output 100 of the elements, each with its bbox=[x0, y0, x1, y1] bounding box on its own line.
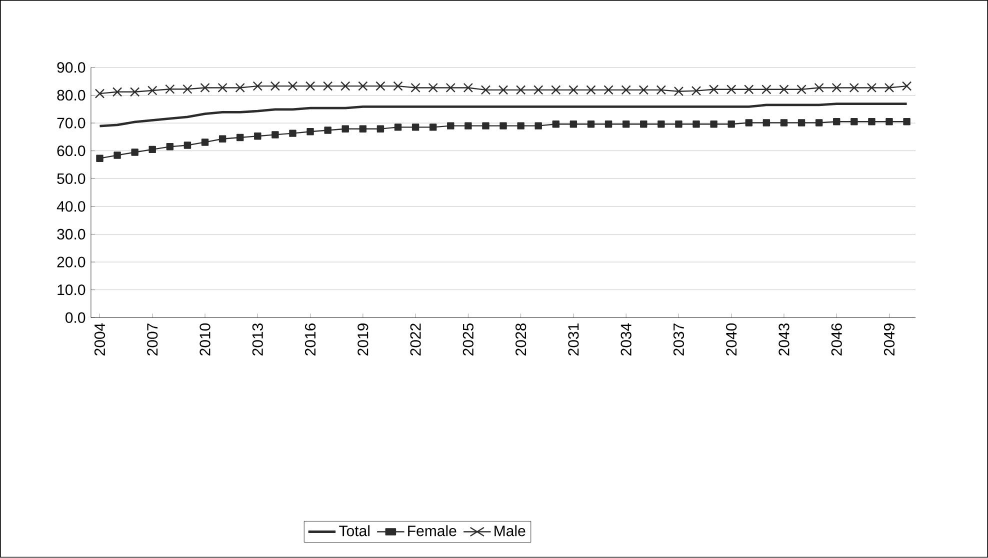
point bbox=[903, 118, 910, 126]
point bbox=[358, 81, 368, 92]
x-tick-label: 2043 bbox=[778, 324, 790, 356]
point bbox=[464, 122, 472, 130]
point bbox=[114, 152, 121, 160]
point bbox=[218, 135, 226, 143]
point bbox=[586, 85, 596, 95]
point bbox=[112, 87, 122, 97]
point bbox=[166, 143, 174, 150]
y-tick-label: 10.0 bbox=[58, 284, 86, 296]
point bbox=[410, 83, 420, 93]
point bbox=[235, 83, 245, 93]
x-tick-label: 2034 bbox=[620, 323, 632, 356]
point bbox=[340, 81, 350, 92]
point bbox=[500, 122, 507, 130]
point bbox=[516, 85, 526, 95]
point bbox=[447, 122, 454, 130]
point bbox=[288, 81, 298, 92]
point bbox=[656, 85, 666, 95]
point bbox=[675, 120, 682, 128]
y-tick-label: 20.0 bbox=[57, 256, 86, 268]
point bbox=[815, 119, 823, 127]
point bbox=[517, 122, 524, 130]
point bbox=[148, 86, 158, 96]
point bbox=[604, 85, 614, 95]
point bbox=[534, 85, 544, 95]
point bbox=[886, 118, 893, 126]
x-tick-label: 2037 bbox=[673, 324, 684, 356]
point bbox=[96, 154, 104, 162]
point bbox=[638, 85, 648, 95]
x-tick-label: 2013 bbox=[252, 324, 263, 356]
y-tick-label: 30.0 bbox=[57, 229, 86, 240]
x-tick-label: 2004 bbox=[94, 323, 106, 356]
point bbox=[412, 124, 420, 131]
point bbox=[621, 85, 631, 95]
point bbox=[182, 84, 192, 94]
x-tick-label: 2046 bbox=[831, 324, 842, 356]
point bbox=[866, 83, 877, 93]
x-tick-label: 2007 bbox=[147, 324, 158, 356]
x-tick-label: 2025 bbox=[462, 324, 474, 356]
point bbox=[131, 148, 138, 156]
x-tick-label: 2040 bbox=[726, 324, 737, 356]
point bbox=[376, 81, 386, 92]
x-tick-label: 2019 bbox=[358, 324, 368, 356]
point bbox=[762, 119, 770, 127]
y-tick-label: 60.0 bbox=[57, 146, 86, 156]
point bbox=[130, 87, 140, 97]
point bbox=[568, 85, 578, 95]
point bbox=[868, 118, 876, 126]
point bbox=[322, 81, 333, 92]
point bbox=[305, 81, 316, 92]
point bbox=[780, 119, 788, 127]
point bbox=[622, 120, 630, 128]
point bbox=[482, 122, 490, 130]
point bbox=[691, 86, 702, 96]
point bbox=[658, 120, 665, 128]
point bbox=[551, 85, 561, 95]
y-tick-label: 0.0 bbox=[65, 312, 86, 324]
point bbox=[201, 138, 209, 146]
point bbox=[728, 120, 735, 128]
y-tick-label: 90.0 bbox=[57, 62, 86, 73]
point bbox=[640, 120, 648, 128]
point bbox=[376, 125, 384, 133]
x-tick-label: 2016 bbox=[304, 324, 316, 356]
x-tick-label: 2028 bbox=[516, 324, 526, 356]
point bbox=[148, 146, 156, 154]
point bbox=[252, 81, 262, 92]
point bbox=[832, 83, 842, 93]
point bbox=[165, 84, 175, 94]
point bbox=[218, 83, 228, 93]
point bbox=[498, 85, 508, 95]
legend-label: Female bbox=[408, 525, 456, 536]
point bbox=[833, 118, 840, 126]
point bbox=[674, 86, 684, 96]
point bbox=[850, 118, 858, 126]
point bbox=[324, 126, 332, 134]
point bbox=[814, 83, 824, 93]
point bbox=[236, 134, 244, 142]
point bbox=[726, 84, 736, 94]
point bbox=[393, 81, 403, 92]
point bbox=[708, 84, 719, 94]
point bbox=[359, 125, 367, 133]
point bbox=[884, 83, 894, 93]
point bbox=[446, 83, 456, 93]
point bbox=[745, 119, 752, 127]
point bbox=[552, 120, 560, 128]
point bbox=[480, 85, 491, 95]
point bbox=[428, 83, 438, 93]
point bbox=[779, 84, 789, 94]
point bbox=[463, 83, 474, 93]
point bbox=[184, 142, 192, 150]
y-tick-label: 80.0 bbox=[57, 90, 86, 101]
y-tick-label: 50.0 bbox=[57, 173, 86, 184]
point bbox=[570, 120, 578, 128]
point bbox=[200, 83, 210, 93]
point bbox=[306, 128, 314, 136]
x-tick-label: 2022 bbox=[410, 324, 421, 356]
point bbox=[342, 125, 349, 133]
point bbox=[902, 81, 912, 92]
x-tick-label: 2049 bbox=[884, 324, 895, 356]
